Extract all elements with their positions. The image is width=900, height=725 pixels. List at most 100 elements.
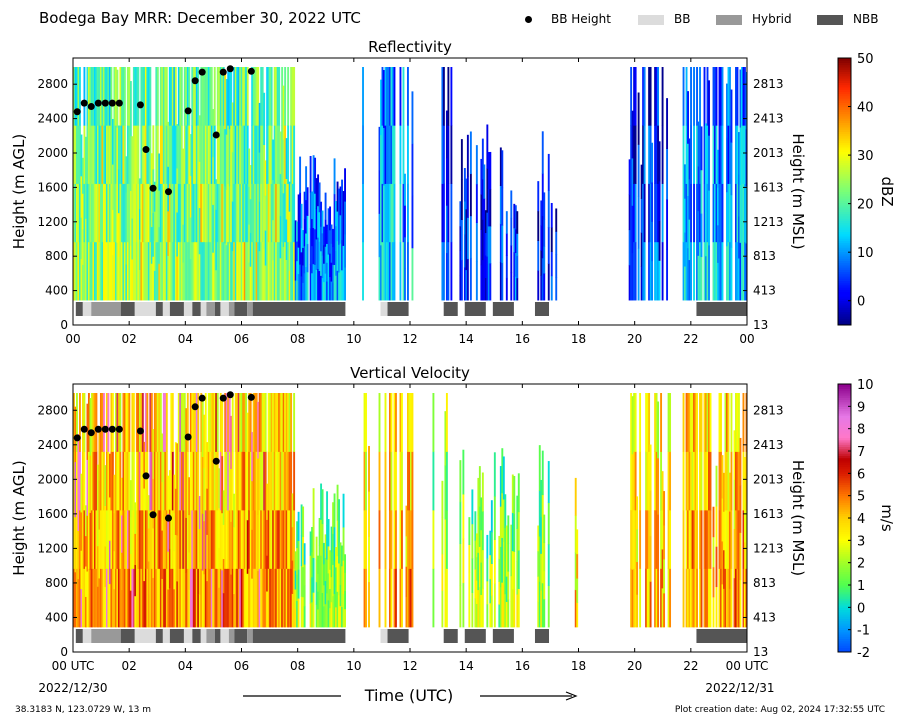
heatmap-cell [152,577,155,628]
heatmap-cell [339,186,342,216]
heatmap-cell [460,139,463,180]
heatmap-cell [287,241,290,301]
bb-class-segment-hybrid [206,629,215,643]
heatmap-cell [270,241,273,301]
heatmap-cell [275,568,278,628]
heatmap-cell [231,393,234,452]
bb-class-segment-nbb [464,629,486,643]
heatmap-cell [140,451,143,511]
colorbar-segment [838,300,851,304]
heatmap-cell [147,528,150,562]
heatmap-cell [480,264,483,301]
heatmap-cell [690,509,692,569]
start-date-label: 2022/12/30 [38,681,107,695]
heatmap-cell [480,562,483,595]
heatmap-cell [505,277,508,301]
heatmap-cell [225,568,228,628]
heatmap-cell [363,393,366,452]
legend-item-bb-height: BB Height [524,11,634,27]
heatmap-cell [162,241,165,301]
heatmap-cell [690,241,692,301]
heatmap-cell [101,568,104,628]
colorbar-segment [838,618,851,622]
heatmap-cell [294,608,297,628]
x-tick-label: 10 [346,659,361,673]
heatmap-cell [690,451,692,511]
heatmap-cell [390,568,393,628]
heatmap-cell [128,183,131,243]
colorbar-segment [838,540,851,544]
heatmap-cell [537,550,540,577]
heatmap-cell [342,245,345,274]
heatmap-cell [685,241,688,301]
heatmap-cell [667,393,670,452]
heatmap-cell [744,541,746,585]
heatmap-cell [320,519,323,556]
heatmap-cell [505,550,508,577]
heatmap-cell [252,241,255,301]
heatmap-cell [486,580,489,605]
heatmap-cell [117,568,120,628]
heatmap-cell [480,158,483,195]
heatmap-cell [125,228,128,265]
heatmap-cell [260,451,263,511]
heatmap-cell [230,574,233,628]
heatmap-cell [362,67,364,126]
heatmap-cell [649,183,652,243]
heatmap-cell [276,183,279,243]
heatmap-cell [384,125,387,184]
heatmap-cell [721,498,724,542]
heatmap-cell [466,134,469,177]
heatmap-cell [405,596,408,628]
heatmap-cell [267,568,270,628]
heatmap-cell [194,393,197,452]
heatmap-cell [317,591,320,610]
heatmap-cell [206,183,209,243]
heatmap-cell [339,584,342,607]
x-tick-label: 12 [402,659,417,673]
heatmap-cell [576,553,579,579]
heatmap-cell [242,568,245,628]
heatmap-cell [234,393,237,452]
heatmap-cell [368,581,370,628]
heatmap-cell [135,568,138,628]
heatmap-cell [708,568,710,628]
heatmap-cell [258,393,261,452]
heatmap-cell [282,393,285,452]
heatmap-cell [266,483,269,520]
heatmap-cell [87,568,90,628]
heatmap-cell [550,275,553,301]
hybrid-swatch-icon [716,15,742,25]
heatmap-cell [717,187,719,226]
heatmap-cell [140,67,143,126]
y-tick-label-right: 2813 [753,403,784,417]
heatmap-cell [688,138,691,180]
heatmap-cell [411,393,414,452]
x-tick-label: 00 [739,332,754,346]
heatmap-cell [510,601,513,628]
colorbar-segment [838,399,851,403]
heatmap-cell [365,568,367,628]
heatmap-cell [330,262,333,282]
heatmap-cell [194,241,197,301]
heatmap-cell [487,263,490,301]
colorbar-segment [838,133,851,137]
colorbar-segment [838,526,851,530]
heatmap-cell [468,599,471,628]
heatmap-cell [225,79,228,135]
heatmap-cell [80,588,83,628]
heatmap-cell [333,493,336,528]
heatmap-cell [198,115,201,162]
heatmap-cell [384,568,387,628]
heatmap-cell [216,183,219,243]
colorbar-segment [838,209,851,213]
heatmap-cell [462,449,465,495]
heatmap-cell [733,577,736,628]
heatmap-cell [477,477,480,516]
heatmap-cell [182,393,185,452]
colorbar-segment [838,406,851,410]
heatmap-cell [281,568,284,628]
heatmap-cell [324,603,327,628]
heatmap-cell [95,241,98,301]
heatmap-cell [735,67,737,126]
